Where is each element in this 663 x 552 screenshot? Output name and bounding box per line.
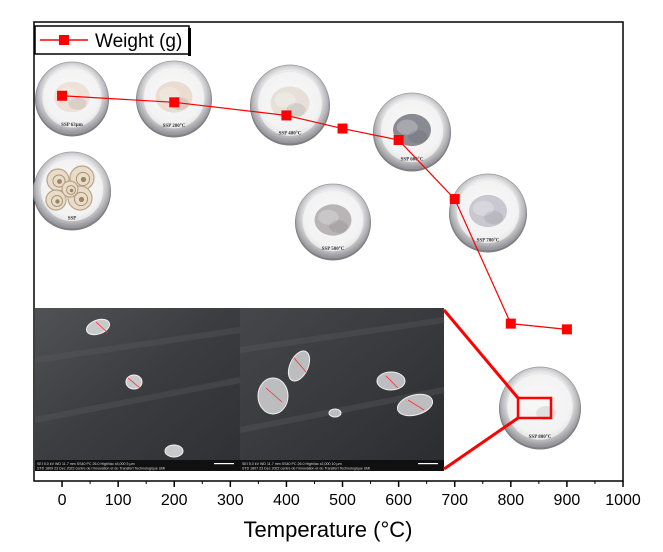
sample-label: SSP 600°C <box>401 158 424 163</box>
data-point <box>281 110 292 121</box>
sem-footer-right: SEI 5.0 kV WD 11.7 mm SS40 PC 26.0 HighV… <box>242 462 342 466</box>
sem-footer-right-2: STD 1807 23 Dec 2022 centre de l'innovat… <box>242 467 370 471</box>
data-point <box>505 318 516 329</box>
weight-series <box>57 90 572 335</box>
sample-label: SSP <box>68 217 77 222</box>
x-axis-title: Temperature (°C) <box>244 517 413 542</box>
sem-footer-left-2: STD 1809 23 Dec 2022 centre de l'innovat… <box>37 467 165 471</box>
data-point <box>393 135 404 146</box>
sample-plate: SSP <box>33 151 111 231</box>
sem-particles-right <box>257 350 434 418</box>
data-point <box>337 123 348 134</box>
sem-image-panel: SEI 5.0 kV WD 11.7 mm SS40 PC 26.0 HighV… <box>34 308 445 471</box>
zoom-connectors <box>442 309 520 471</box>
plot-frame <box>33 21 624 482</box>
series-line <box>62 95 567 330</box>
data-point <box>561 324 572 335</box>
data-point <box>57 90 68 101</box>
sem-footer-left: SEI 5.0 kV WD 11.7 mm SS40 PC 26.0 HighV… <box>37 462 135 466</box>
x-tick-label: 700 <box>441 492 468 509</box>
x-tick-label: 900 <box>554 492 581 509</box>
sample-plate: SSP 500°C <box>295 183 371 261</box>
sample-plate: SSP 400°C <box>250 64 330 146</box>
x-tick-label: 300 <box>217 492 244 509</box>
x-tick-label: 800 <box>497 492 524 509</box>
sample-plates: SSP 63µm SSP 200°C SSP 400°C SSP 600°C SSP SS… <box>33 60 581 450</box>
x-tick-label: 200 <box>161 492 188 509</box>
x-tick-label: 500 <box>329 492 356 509</box>
sample-plate: SSP 800°C <box>499 366 581 450</box>
x-tick-label: 400 <box>273 492 300 509</box>
sample-label: SSP 700°C <box>477 239 500 244</box>
x-tick-label: 0 <box>58 492 67 509</box>
x-tick-label: 600 <box>385 492 412 509</box>
sample-label: SSP 63µm <box>61 123 83 128</box>
sample-label: SSP 500°C <box>322 247 345 252</box>
legend-label: Weight (g) <box>95 31 182 52</box>
x-axis: 0 100 200 300 400 500 600 700 800 900 1000 <box>58 481 641 509</box>
sample-label: SSP 800°C <box>529 435 552 440</box>
zoom-rectangle <box>516 396 553 420</box>
legend: Weight (g) <box>34 25 191 56</box>
legend-marker <box>59 35 69 45</box>
sample-plate: SSP 63µm <box>35 61 109 137</box>
sample-label: SSP 400°C <box>279 131 302 136</box>
data-point <box>449 194 460 205</box>
sem-particles-left <box>85 318 184 458</box>
sample-plate: SSP 600°C <box>373 92 451 172</box>
sample-label: SSP 200°C <box>163 124 186 129</box>
data-point <box>169 97 180 108</box>
x-tick-label: 1000 <box>605 492 641 509</box>
x-tick-label: 100 <box>105 492 132 509</box>
